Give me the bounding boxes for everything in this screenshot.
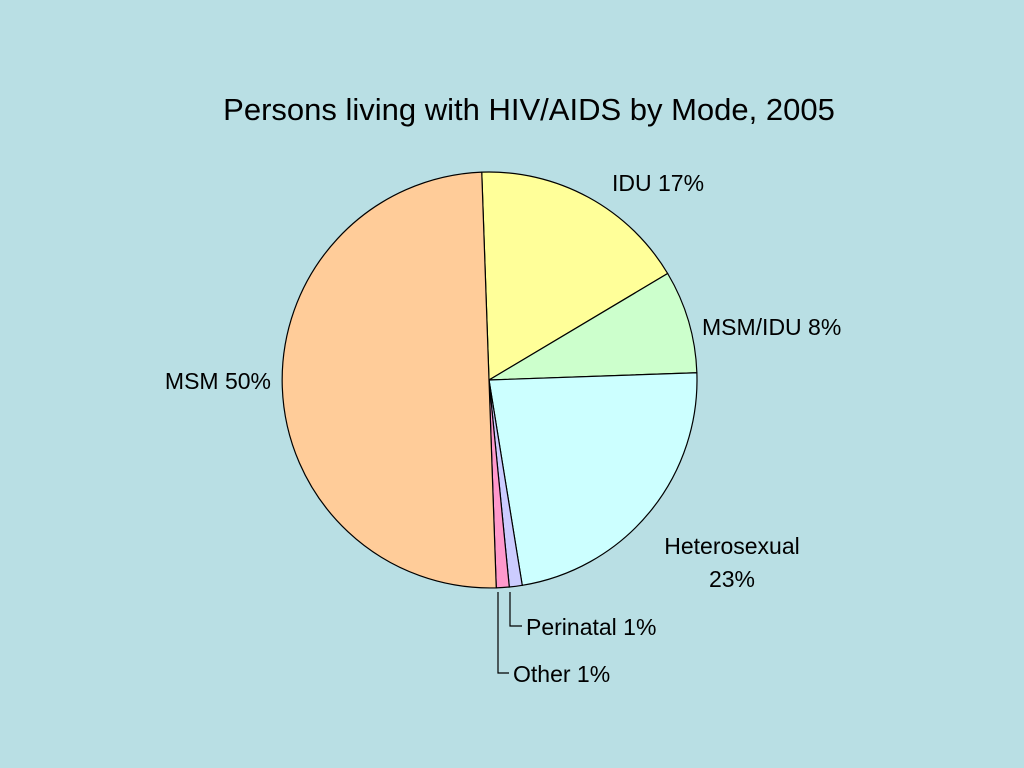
slice-label-idu: IDU 17% [612,170,704,196]
slice-label-other: Other 1% [513,661,610,687]
slice-label-msm-idu: MSM/IDU 8% [702,314,841,340]
chart-title: Persons living with HIV/AIDS by Mode, 20… [223,92,835,127]
slice-label-perinatal: Perinatal 1% [526,614,656,640]
slice-label-heterosexual: Heterosexual 23% [664,533,800,592]
slice-label-msm: MSM 50% [165,368,271,394]
pie-slice-msm [281,171,497,589]
leader-line-perinatal [509,592,522,627]
leader-line-other [497,592,509,674]
pie-slice-msm-idu [488,272,698,381]
pie-slice-heterosexual [488,372,698,587]
pie-slice-idu [481,171,669,382]
